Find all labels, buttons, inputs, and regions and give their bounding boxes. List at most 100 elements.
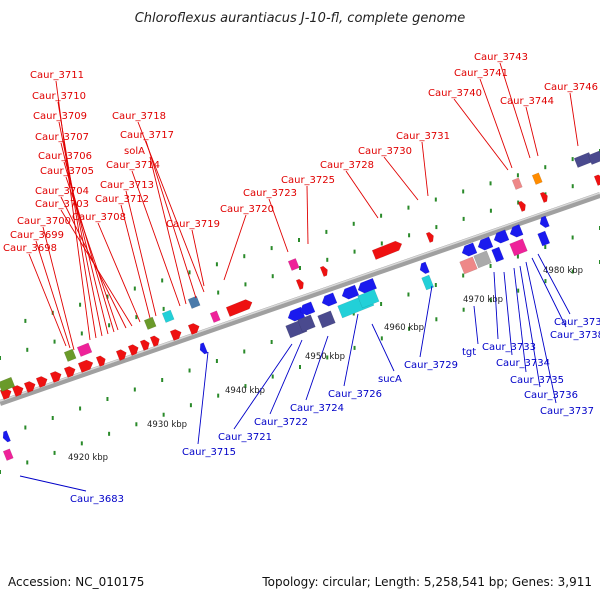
gene-feature <box>95 355 106 367</box>
gene-feature <box>49 371 62 383</box>
leader-line <box>268 198 289 253</box>
gene-label-top: Caur_3731 <box>396 131 450 142</box>
track-tick <box>489 298 492 303</box>
track-tick <box>135 422 138 427</box>
track-tick <box>243 349 246 354</box>
gene-feature <box>161 309 175 323</box>
track-tick <box>380 302 383 306</box>
track-tick <box>53 450 56 455</box>
scale-tick-label: 4940 kbp <box>225 386 265 396</box>
gene-label-top: Caur_3718 <box>112 111 166 122</box>
gene-label-top: Caur_3713 <box>100 180 154 191</box>
track-tick <box>271 374 274 379</box>
track-tick <box>188 368 191 373</box>
track-tick <box>462 307 465 312</box>
leader-line <box>493 271 499 340</box>
gene-label-bottom: Caur_3734 <box>496 358 550 369</box>
gene-feature <box>187 323 200 335</box>
gene-label-bottom: Caur_3736 <box>524 390 578 401</box>
leader-line <box>131 170 181 307</box>
track-tick <box>353 249 356 254</box>
track-layer <box>0 149 600 474</box>
track-tick <box>571 184 574 189</box>
leader-line <box>60 209 133 327</box>
track-tick <box>571 235 574 240</box>
gene-label-top: Caur_3712 <box>95 194 149 205</box>
gene-label-top: Caur_3743 <box>474 52 528 63</box>
track-tick <box>108 431 111 436</box>
gene-label-top: Caur_3704 <box>35 186 89 197</box>
leader-line <box>525 261 557 404</box>
track-tick <box>380 336 383 341</box>
gene-label-top: Caur_3708 <box>72 212 126 223</box>
topology-text: Topology: circular; Length: 5,258,541 bp… <box>261 575 592 589</box>
gene-feature <box>143 316 157 330</box>
gene-feature <box>23 381 36 393</box>
gene-feature <box>317 310 336 329</box>
gene-label-bottom: Caur_3683 <box>70 494 124 505</box>
track-tick <box>215 359 218 363</box>
track-tick <box>544 165 547 170</box>
leader-line <box>137 121 205 293</box>
gene-label-top: Caur_3714 <box>106 160 160 171</box>
gene-feature <box>425 231 434 243</box>
leader-line <box>58 121 103 337</box>
gene-feature <box>295 278 304 290</box>
leader-line <box>479 78 513 169</box>
track-tick <box>80 331 83 336</box>
gene-feature <box>421 274 435 291</box>
gene-feature <box>169 329 182 341</box>
track-tick <box>80 441 83 446</box>
track-tick <box>517 200 520 205</box>
gene-label-bottom: Caur_3729 <box>404 360 458 371</box>
leader-line <box>145 140 197 299</box>
gene-feature <box>587 150 600 165</box>
leader-line <box>519 265 541 388</box>
leader-line <box>269 339 303 415</box>
track-tick <box>462 216 465 221</box>
gene-feature <box>77 359 94 373</box>
track-tick <box>489 264 492 268</box>
track-tick <box>79 406 82 411</box>
track-tick <box>217 290 220 295</box>
track-tick <box>325 229 328 234</box>
leader-line <box>97 222 141 323</box>
track-tick <box>298 238 300 242</box>
gene-feature <box>539 191 548 203</box>
track-tick <box>299 266 301 270</box>
gene-label-top: Caur_3725 <box>281 175 335 186</box>
gene-label-bottom: Caur_3735 <box>510 375 564 386</box>
gene-feature <box>199 342 208 355</box>
track-tick <box>544 279 547 284</box>
gene-feature <box>539 215 550 229</box>
track-tick <box>244 282 247 287</box>
track-tick <box>326 355 329 360</box>
track-tick <box>380 213 383 218</box>
gene-feature <box>509 224 524 238</box>
gene-label-top: Caur_3711 <box>30 70 84 81</box>
leader-line <box>453 98 509 171</box>
gene-label-bottom: Caur_3724 <box>290 403 344 414</box>
leader-line <box>35 240 71 349</box>
track-tick <box>544 245 547 249</box>
gene-label-top: Caur_3746 <box>544 82 598 93</box>
leader-line <box>531 257 567 328</box>
gene-feature <box>459 256 478 275</box>
gene-label-bottom: Caur_3721 <box>218 432 272 443</box>
leader-line <box>60 142 109 335</box>
gene-label-top: Caur_3719 <box>166 219 220 230</box>
gene-feature <box>297 314 316 333</box>
leader-line <box>569 92 579 147</box>
track-tick <box>407 292 410 297</box>
backbone-line <box>0 192 600 406</box>
gene-feature <box>371 240 403 260</box>
feature-layer <box>0 150 600 461</box>
label-leaders <box>19 62 579 492</box>
track-tick <box>79 302 82 307</box>
gene-label-top: Caur_3741 <box>454 68 508 79</box>
gene-feature <box>63 348 77 362</box>
gene-feature <box>76 342 93 357</box>
track-tick <box>352 221 355 226</box>
leader-line <box>197 351 209 445</box>
leader-line <box>28 253 67 347</box>
